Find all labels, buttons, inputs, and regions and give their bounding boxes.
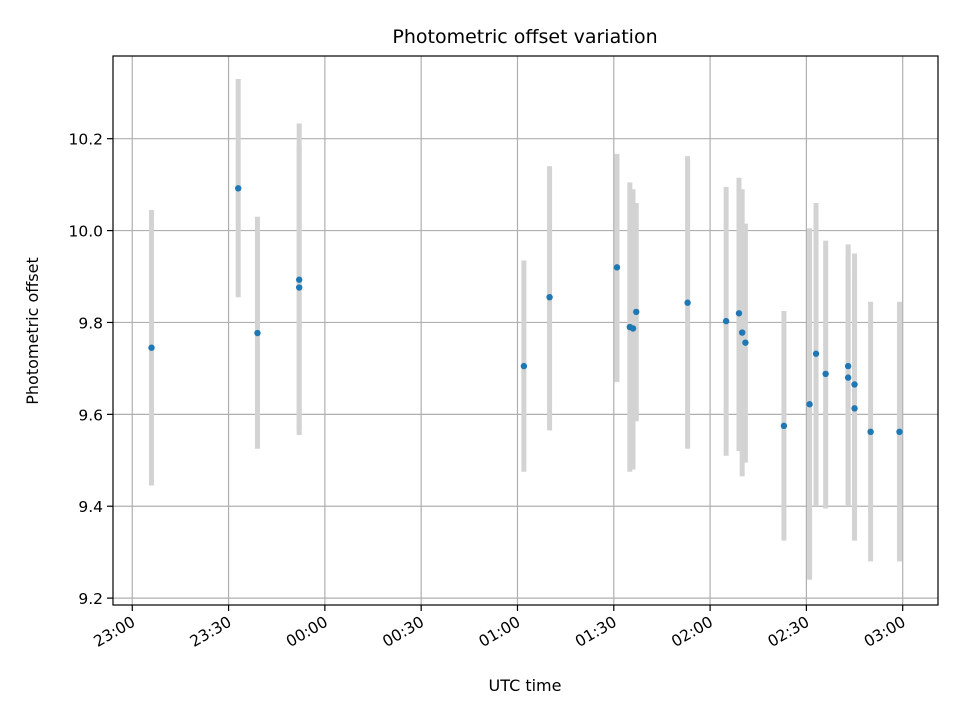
x-tick-label: 03:00 <box>861 613 909 651</box>
data-point <box>254 329 261 337</box>
data-point <box>812 350 820 357</box>
data-point <box>684 299 691 306</box>
y-tick-label: 9.6 <box>78 406 103 424</box>
y-tick-label: 9.2 <box>78 590 103 608</box>
x-tick-label: 02:00 <box>668 613 716 651</box>
data-point <box>148 344 155 351</box>
data-point <box>520 362 528 370</box>
y-tick-label: 9.4 <box>78 498 103 516</box>
y-axis-label: Photometric offset <box>23 257 42 405</box>
data-point <box>851 381 858 388</box>
x-tick-label: 01:30 <box>572 613 620 651</box>
chart-title: Photometric offset variation <box>392 26 657 48</box>
x-tick-label: 01:00 <box>476 613 524 651</box>
data-point <box>295 284 303 291</box>
x-axis-label: UTC time <box>489 676 562 695</box>
y-tick-label: 10.2 <box>68 131 103 149</box>
y-tick-label: 9.8 <box>78 314 103 332</box>
data-point <box>295 276 303 283</box>
data-point <box>867 428 874 436</box>
data-point <box>234 185 242 192</box>
x-tick-label: 00:30 <box>379 613 427 651</box>
x-tick-label: 23:30 <box>187 613 235 651</box>
data-point <box>851 405 858 412</box>
data-point <box>780 422 788 430</box>
data-point <box>735 310 743 317</box>
data-point <box>806 401 813 408</box>
data-point <box>844 374 852 381</box>
data-point <box>844 362 852 370</box>
data-point <box>896 428 903 436</box>
data-points <box>148 185 903 436</box>
data-point <box>629 325 637 332</box>
data-point <box>633 308 640 316</box>
data-point <box>546 293 553 301</box>
x-tick-label: 23:00 <box>91 613 139 651</box>
error-bars <box>149 78 902 580</box>
data-point <box>613 264 621 271</box>
data-point <box>738 329 746 336</box>
data-point <box>722 317 730 325</box>
data-point <box>742 339 749 346</box>
y-tick-label: 10.0 <box>68 223 103 241</box>
x-tick-label: 02:30 <box>765 613 813 651</box>
data-point <box>822 370 829 378</box>
x-tick-label: 00:00 <box>283 613 331 651</box>
plot-frame <box>112 55 939 606</box>
